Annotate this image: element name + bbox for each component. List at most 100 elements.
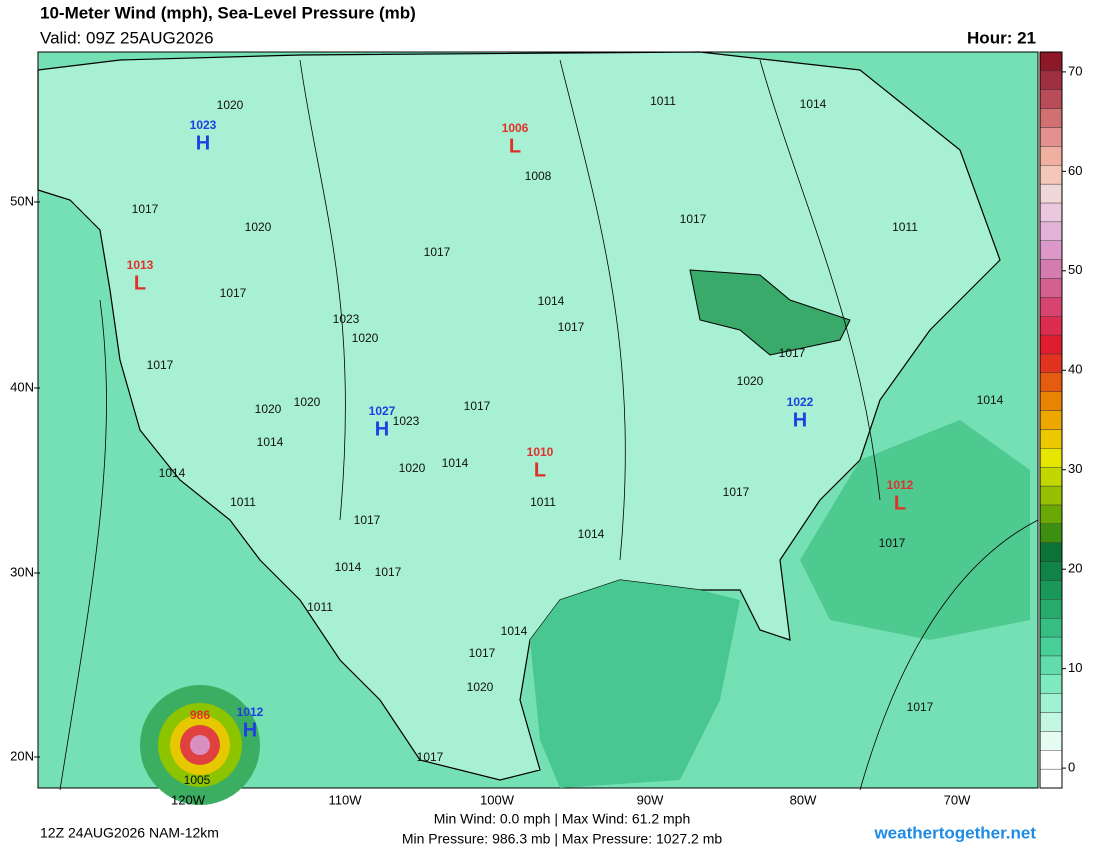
isobar-label: 1017 xyxy=(879,536,906,550)
center-value: 1012 xyxy=(887,478,914,492)
colorbar-band xyxy=(1039,372,1063,392)
colorbar-band xyxy=(1039,599,1063,619)
isobar-label: 1014 xyxy=(538,294,565,308)
hurricane xyxy=(140,685,260,805)
lat-label: 30N xyxy=(10,564,34,579)
site: weathertogether.net xyxy=(873,823,1036,842)
isobar-label: 1020 xyxy=(217,98,244,112)
colorbar-label: 10 xyxy=(1068,660,1082,675)
colorbar-band xyxy=(1039,561,1063,581)
isobar-label: 1017 xyxy=(220,286,247,300)
center-value: 1012 xyxy=(237,705,264,719)
isobar-label: 1020 xyxy=(467,680,494,694)
center-letter: H xyxy=(196,132,210,154)
colorbar-band xyxy=(1039,655,1063,675)
colorbar-band xyxy=(1039,485,1063,506)
colorbar-band xyxy=(1039,183,1063,204)
colorbar-label: 70 xyxy=(1068,63,1082,78)
colorbar-band xyxy=(1039,278,1063,298)
colorbar-band xyxy=(1039,127,1063,147)
isobar-label: 1011 xyxy=(307,600,333,614)
colorbar-band xyxy=(1039,391,1063,411)
isobar-label: 1017 xyxy=(680,212,707,226)
colorbar: 0 10 20 30 40 50 60 70 xyxy=(1039,51,1082,789)
isobar-label: 1017 xyxy=(417,750,444,764)
isobar-label: 1017 xyxy=(907,700,934,714)
forecast-hour: Hour: 21 xyxy=(967,28,1036,47)
center-letter: L xyxy=(134,272,146,294)
isobar-label: 1017 xyxy=(723,485,750,499)
colorbar-band xyxy=(1039,674,1063,694)
wind-range: Min Wind: 0.0 mph | Max Wind: 61.2 mph xyxy=(434,811,691,827)
isobar-label: 1014 xyxy=(977,393,1004,407)
center-value: 1022 xyxy=(787,395,814,409)
center-value: 1013 xyxy=(127,258,154,272)
lon-label: 120W xyxy=(171,792,206,807)
center-letter: H xyxy=(243,719,257,741)
center-value: 986 xyxy=(190,708,210,722)
colorbar-band xyxy=(1039,240,1063,260)
colorbar-band xyxy=(1039,51,1063,72)
colorbar-label: 60 xyxy=(1068,163,1082,178)
isobar-label: 1020 xyxy=(245,220,272,234)
center-letter: H xyxy=(793,409,807,431)
center-value: 1027 xyxy=(369,404,396,418)
colorbar-band xyxy=(1039,353,1063,374)
isobar-label: 1020 xyxy=(255,402,282,416)
isobar-label: 1017 xyxy=(464,399,491,413)
center-value: 1010 xyxy=(527,445,554,459)
atlantic-wind xyxy=(800,420,1030,640)
isobar-label: 1017 xyxy=(132,202,159,216)
colorbar-band xyxy=(1039,580,1063,600)
lon-label: 70W xyxy=(944,792,971,807)
colorbar-label: 50 xyxy=(1068,262,1082,277)
lat-label: 40N xyxy=(10,379,34,394)
isobar-label: 1020 xyxy=(294,395,321,409)
colorbar-band xyxy=(1039,712,1063,732)
center-letter: L xyxy=(509,135,521,157)
colorbar-band xyxy=(1039,410,1063,430)
isobar-label: 1014 xyxy=(335,560,362,574)
lat-label: 20N xyxy=(10,748,34,763)
pressure-range: Min Pressure: 986.3 mb | Max Pressure: 1… xyxy=(402,831,723,847)
great-lakes xyxy=(689,269,851,356)
map-area xyxy=(37,51,1039,805)
isobar-label: 1014 xyxy=(159,466,186,480)
isobar-label: 1014 xyxy=(257,435,284,449)
isobar-label: 1020 xyxy=(737,374,764,388)
colorbar-band xyxy=(1039,146,1063,166)
colorbar-band xyxy=(1039,429,1063,449)
colorbar-band xyxy=(1039,636,1063,657)
labels: 50N 40N 30N 20N 120W 110W 100W 90W 80W 70W 1020 101… xyxy=(10,94,1004,807)
isobar-label: 1008 xyxy=(525,169,552,183)
isobar-label: 1011 xyxy=(230,495,256,509)
isobar-label: 1014 xyxy=(578,527,605,541)
colorbar-band xyxy=(1039,334,1063,355)
isobar-label: 1017 xyxy=(147,358,174,372)
colorbar-band xyxy=(1039,89,1063,109)
colorbar-label: 0 xyxy=(1068,760,1075,775)
colorbar-band xyxy=(1039,316,1063,336)
isobar-label: 1023 xyxy=(333,312,360,326)
isobar-label: 1017 xyxy=(354,513,381,527)
lat-label: 50N xyxy=(10,193,34,208)
colorbar-band xyxy=(1039,731,1063,751)
colorbar-band xyxy=(1039,542,1063,562)
isobar-label: 1017 xyxy=(558,320,585,334)
lon-label: 100W xyxy=(480,792,515,807)
isobar-label: 1017 xyxy=(469,646,496,660)
lon-label: 110W xyxy=(329,792,363,807)
center-value: 1006 xyxy=(502,121,529,135)
lon-label: 90W xyxy=(637,792,664,807)
colorbar-band xyxy=(1039,259,1063,279)
colorbar-label: 40 xyxy=(1068,362,1082,377)
title: 10-Meter Wind (mph), Sea-Level Pressure … xyxy=(40,3,416,22)
colorbar-band xyxy=(1039,523,1063,543)
isobar xyxy=(59,59,1039,791)
isobar-label: 1017 xyxy=(779,346,806,360)
center-letter: H xyxy=(375,418,389,440)
isobar-label: 1020 xyxy=(399,461,426,475)
center-letter: L xyxy=(534,459,546,481)
center-letter: L xyxy=(894,492,906,514)
